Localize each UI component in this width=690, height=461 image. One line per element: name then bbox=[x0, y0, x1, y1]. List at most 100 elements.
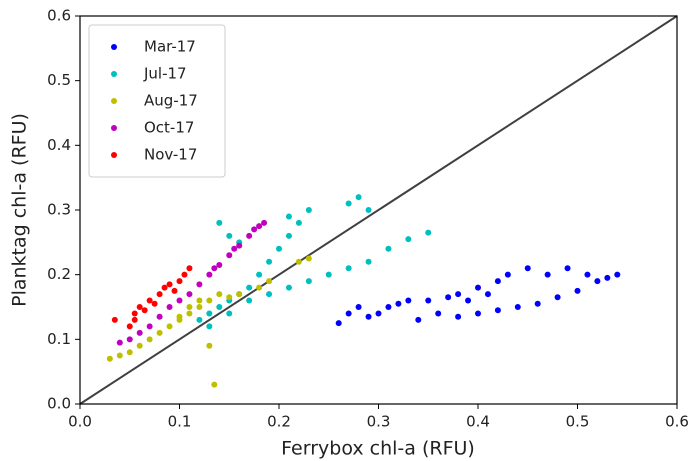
point bbox=[305, 278, 312, 285]
point bbox=[226, 252, 233, 259]
point bbox=[415, 316, 422, 323]
point bbox=[231, 245, 238, 252]
legend-marker bbox=[111, 98, 117, 104]
point bbox=[285, 284, 292, 291]
point bbox=[295, 219, 302, 226]
point bbox=[216, 261, 223, 268]
point bbox=[161, 284, 168, 291]
y-tick-label: 0.5 bbox=[47, 71, 71, 89]
point bbox=[196, 281, 203, 288]
point bbox=[385, 245, 392, 252]
point bbox=[236, 242, 243, 249]
point bbox=[176, 278, 183, 285]
point bbox=[345, 265, 352, 272]
point bbox=[106, 355, 113, 362]
point bbox=[465, 297, 472, 304]
y-tick-label: 0.0 bbox=[47, 395, 71, 413]
point bbox=[504, 271, 511, 278]
point bbox=[365, 313, 372, 320]
point bbox=[435, 310, 442, 317]
point bbox=[554, 294, 561, 301]
point bbox=[246, 232, 253, 239]
point bbox=[355, 194, 362, 201]
point bbox=[146, 336, 153, 343]
point bbox=[166, 304, 173, 310]
point bbox=[266, 278, 273, 285]
point bbox=[206, 342, 213, 349]
point bbox=[305, 255, 312, 262]
point bbox=[405, 297, 412, 304]
point bbox=[514, 304, 521, 310]
point bbox=[166, 323, 173, 330]
point bbox=[136, 342, 143, 349]
x-tick-label: 0.1 bbox=[168, 413, 192, 431]
point bbox=[226, 232, 233, 239]
point bbox=[285, 232, 292, 239]
point bbox=[455, 291, 462, 298]
point bbox=[131, 316, 138, 323]
x-tick-label: 0.0 bbox=[68, 413, 92, 431]
point bbox=[425, 229, 432, 236]
y-tick-label: 0.2 bbox=[47, 265, 71, 283]
x-tick-label: 0.5 bbox=[566, 413, 590, 431]
point bbox=[226, 294, 233, 301]
plot-frame bbox=[79, 15, 678, 405]
point bbox=[156, 329, 163, 336]
point bbox=[335, 320, 342, 327]
point bbox=[186, 291, 193, 298]
point bbox=[166, 281, 173, 288]
y-tick-label: 0.4 bbox=[47, 136, 71, 154]
point bbox=[136, 329, 143, 336]
x-tick-label: 0.3 bbox=[367, 413, 391, 431]
point bbox=[256, 223, 263, 230]
point bbox=[141, 307, 148, 314]
x-tick-label: 0.2 bbox=[267, 413, 291, 431]
point bbox=[584, 271, 591, 278]
point bbox=[524, 265, 531, 272]
y-axis-title: Planktag chl-a (RFU) bbox=[9, 113, 31, 307]
point bbox=[186, 265, 193, 272]
point bbox=[261, 219, 268, 226]
point bbox=[405, 236, 412, 243]
point bbox=[146, 297, 153, 304]
legend-marker bbox=[111, 44, 117, 50]
point bbox=[206, 271, 213, 278]
point bbox=[206, 323, 213, 330]
identity-line bbox=[79, 15, 678, 405]
point bbox=[151, 300, 158, 307]
point bbox=[126, 349, 133, 356]
point bbox=[475, 284, 481, 291]
point bbox=[206, 297, 213, 304]
point bbox=[256, 284, 263, 291]
point bbox=[216, 304, 223, 310]
point bbox=[146, 323, 153, 330]
point bbox=[156, 291, 163, 298]
point bbox=[355, 304, 362, 310]
point bbox=[131, 310, 138, 317]
point bbox=[206, 310, 213, 317]
point bbox=[186, 304, 193, 310]
point bbox=[196, 297, 203, 304]
legend-marker bbox=[111, 152, 117, 158]
point bbox=[604, 274, 611, 281]
point bbox=[534, 300, 541, 307]
point bbox=[236, 291, 243, 298]
point bbox=[176, 313, 183, 320]
point bbox=[574, 287, 581, 294]
point bbox=[345, 310, 352, 317]
legend-label: Mar-17 bbox=[144, 38, 196, 56]
legend-marker bbox=[111, 71, 117, 77]
point bbox=[111, 316, 118, 323]
point bbox=[305, 207, 312, 213]
point bbox=[345, 200, 352, 207]
point bbox=[196, 304, 203, 310]
x-axis-title: Ferrybox chl-a (RFU) bbox=[281, 438, 475, 460]
point bbox=[494, 278, 501, 285]
point bbox=[156, 313, 163, 320]
point bbox=[211, 381, 218, 388]
legend-label: Aug-17 bbox=[144, 92, 198, 110]
point bbox=[544, 271, 551, 278]
point bbox=[484, 291, 491, 298]
point bbox=[385, 304, 392, 310]
